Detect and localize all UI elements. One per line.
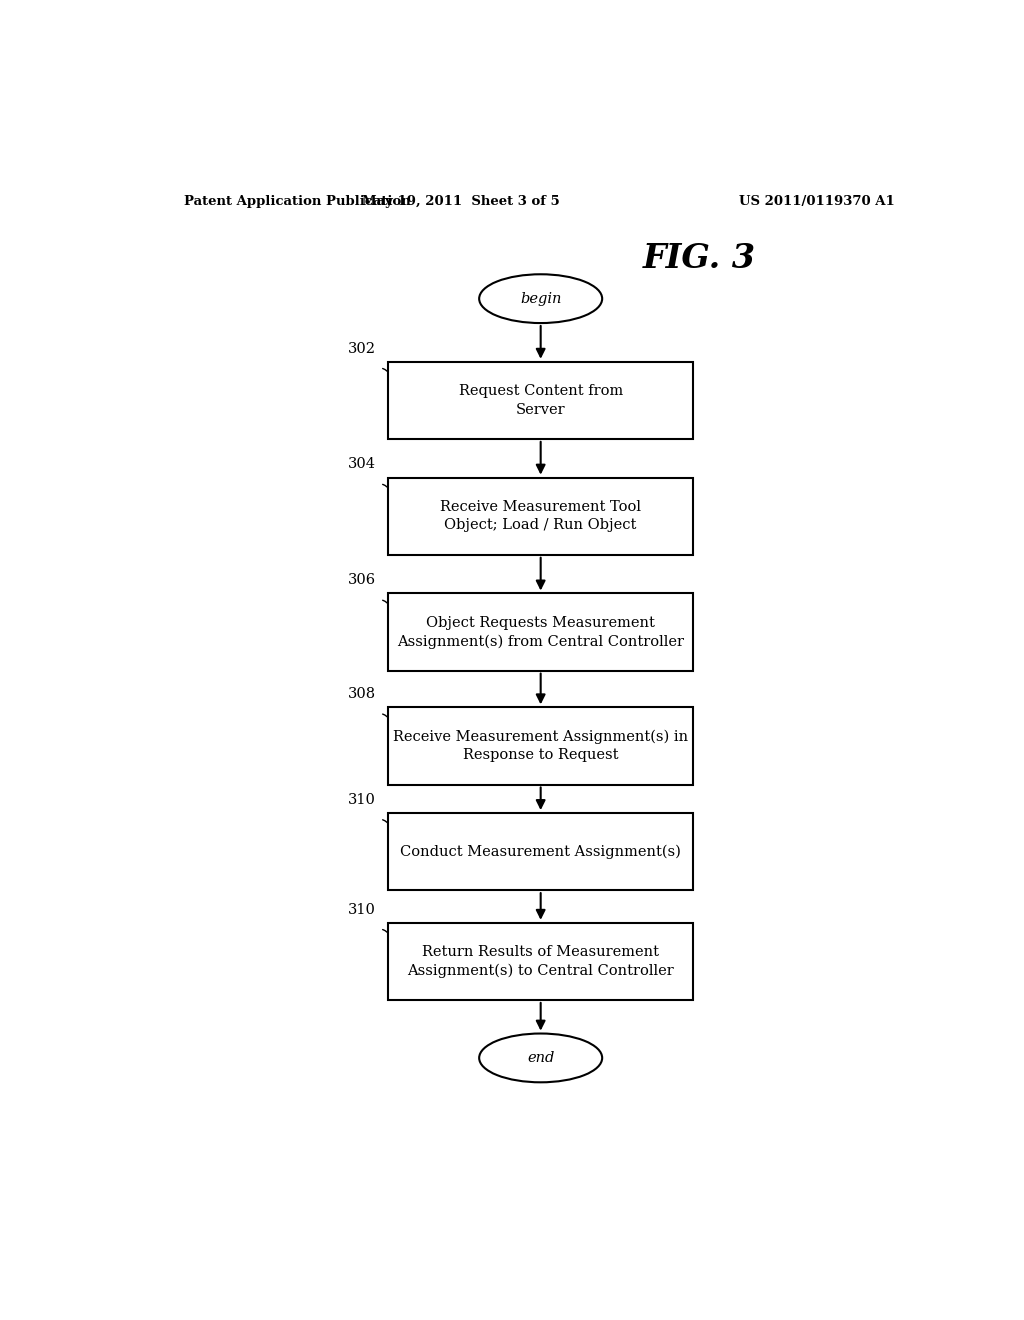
Text: 304: 304 bbox=[348, 458, 376, 471]
Text: Object Requests Measurement
Assignment(s) from Central Controller: Object Requests Measurement Assignment(s… bbox=[397, 615, 684, 648]
Text: 310: 310 bbox=[348, 793, 376, 807]
Text: May 19, 2011  Sheet 3 of 5: May 19, 2011 Sheet 3 of 5 bbox=[362, 194, 560, 207]
FancyBboxPatch shape bbox=[388, 594, 693, 671]
Text: begin: begin bbox=[520, 292, 561, 306]
Text: FIG. 3: FIG. 3 bbox=[643, 242, 756, 275]
Text: 308: 308 bbox=[348, 688, 376, 701]
FancyBboxPatch shape bbox=[388, 813, 693, 890]
FancyBboxPatch shape bbox=[388, 362, 693, 440]
Text: 302: 302 bbox=[348, 342, 376, 355]
Text: Conduct Measurement Assignment(s): Conduct Measurement Assignment(s) bbox=[400, 845, 681, 859]
Text: US 2011/0119370 A1: US 2011/0119370 A1 bbox=[739, 194, 895, 207]
Text: 310: 310 bbox=[348, 903, 376, 916]
Text: Patent Application Publication: Patent Application Publication bbox=[183, 194, 411, 207]
Text: end: end bbox=[527, 1051, 554, 1065]
Text: Receive Measurement Assignment(s) in
Response to Request: Receive Measurement Assignment(s) in Res… bbox=[393, 730, 688, 762]
Text: Request Content from
Server: Request Content from Server bbox=[459, 384, 623, 417]
Ellipse shape bbox=[479, 1034, 602, 1082]
Ellipse shape bbox=[479, 275, 602, 323]
Text: Return Results of Measurement
Assignment(s) to Central Controller: Return Results of Measurement Assignment… bbox=[408, 945, 674, 978]
FancyBboxPatch shape bbox=[388, 923, 693, 1001]
Text: 306: 306 bbox=[348, 573, 376, 587]
FancyBboxPatch shape bbox=[388, 708, 693, 784]
FancyBboxPatch shape bbox=[388, 478, 693, 554]
Text: Receive Measurement Tool
Object; Load / Run Object: Receive Measurement Tool Object; Load / … bbox=[440, 500, 641, 532]
